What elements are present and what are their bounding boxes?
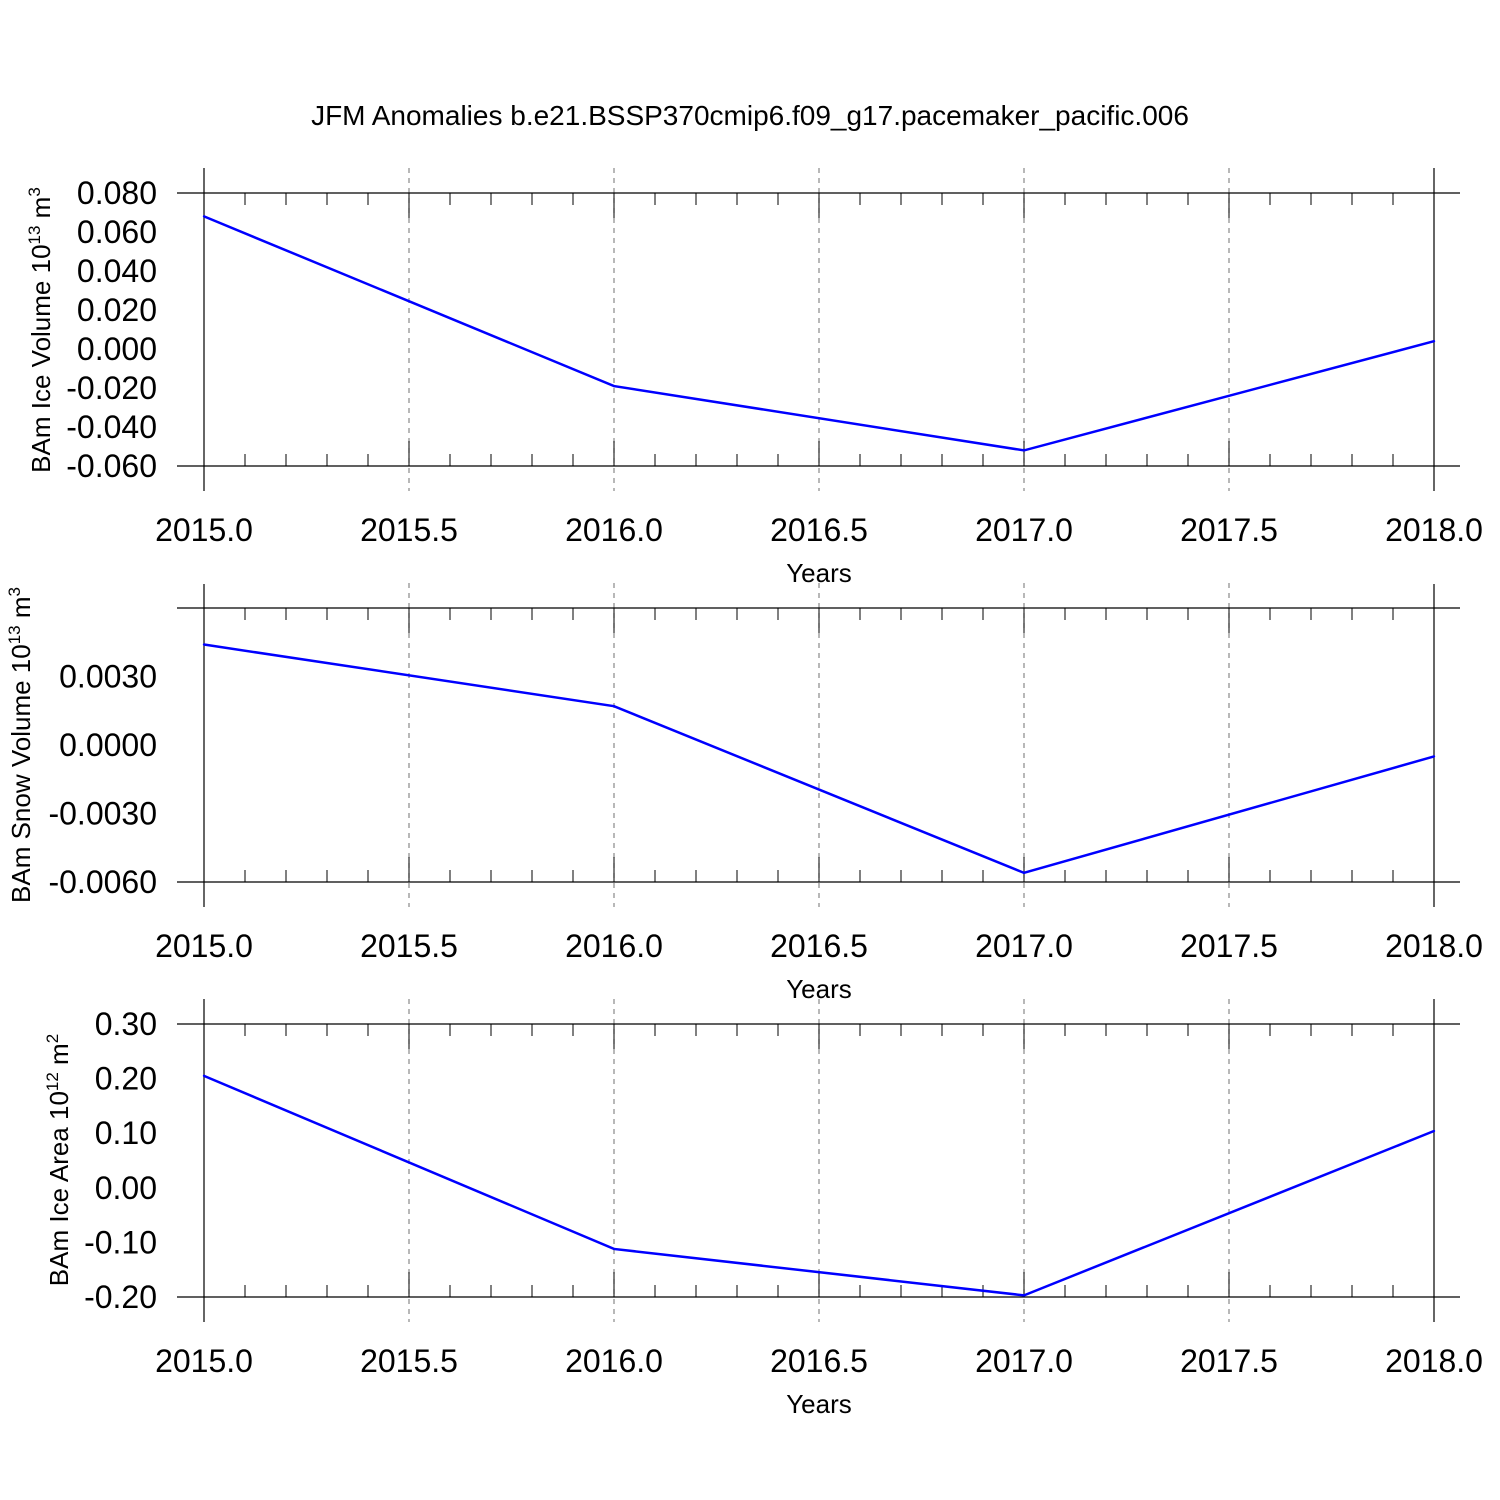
x-tick-label: 2016.5 (770, 512, 868, 548)
x-tick-label: 2016.0 (565, 1343, 663, 1379)
x-tick-label: 2017.5 (1180, 928, 1278, 964)
y-axis-label-unit: m (44, 1043, 74, 1072)
x-tick-label: 2015.0 (155, 928, 253, 964)
y-axis-label-unit-exponent: 3 (5, 587, 24, 596)
y-tick-label: 0.10 (95, 1115, 157, 1151)
y-tick-label: 0.00 (95, 1170, 157, 1206)
y-axis-label-text: BAm Ice Volume 10 (26, 244, 56, 472)
y-axis-label-exponent: 12 (43, 1072, 62, 1091)
data-point (612, 1247, 616, 1251)
y-axis-label-unit-exponent: 3 (25, 187, 44, 196)
x-tick-label: 2018.0 (1385, 512, 1483, 548)
y-tick-label: -0.040 (66, 409, 157, 445)
x-tick-label: 2018.0 (1385, 928, 1483, 964)
x-axis-label: Years (786, 1389, 852, 1419)
y-axis-label-text: BAm Snow Volume 10 (6, 644, 36, 903)
y-tick-label: 0.040 (77, 253, 157, 289)
y-tick-label: 0.0000 (59, 727, 157, 763)
x-tick-label: 2015.0 (155, 512, 253, 548)
panel-3: 2015.0 2015.5 2016.0 2016.5 2017.0 2017.5 2018… (43, 999, 1483, 1419)
y-axis-label: BAm Ice Volume 1013 m3 (25, 187, 56, 473)
y-tick-label: 0.080 (77, 175, 157, 211)
x-tick-label: 2015.5 (360, 512, 458, 548)
x-tick-label: 2015.5 (360, 1343, 458, 1379)
data-point (202, 1074, 206, 1078)
y-axis-label-text: BAm Ice Area 10 (44, 1091, 74, 1286)
panel-1: 2015.0 2015.5 2016.0 2016.5 2017.0 2017.5 2018… (25, 168, 1483, 588)
y-tick-label: 0.20 (95, 1061, 157, 1097)
x-tick-label: 2015.0 (155, 1343, 253, 1379)
y-tick-label: 0.020 (77, 292, 157, 328)
y-tick-label: 0.30 (95, 1006, 157, 1042)
series-line (203, 215, 1435, 452)
y-tick-label: 0.0030 (59, 659, 157, 695)
y-tick-label: -0.0060 (48, 864, 157, 900)
y-axis-label: BAm Ice Area 1012 m2 (43, 1034, 74, 1286)
y-tick-label: -0.10 (84, 1224, 157, 1260)
y-axis-label-unit: m (6, 596, 36, 625)
x-tick-label: 2017.5 (1180, 1343, 1278, 1379)
data-point (612, 384, 616, 388)
data-point (1022, 449, 1026, 452)
x-tick-label: 2018.0 (1385, 1343, 1483, 1379)
x-tick-label: 2016.5 (770, 928, 868, 964)
y-tick-label: -0.0030 (48, 796, 157, 832)
y-tick-label: 0.000 (77, 331, 157, 367)
data-point (1022, 1294, 1026, 1297)
data-point (1432, 340, 1436, 343)
y-axis-label: BAm Snow Volume 1013 m3 (5, 587, 36, 903)
figure-title: JFM Anomalies b.e21.BSSP370cmip6.f09_g17… (311, 100, 1189, 131)
x-tick-label: 2016.0 (565, 928, 663, 964)
y-axis-label-unit: m (26, 197, 56, 226)
x-tick-label: 2016.0 (565, 512, 663, 548)
x-tick-label: 2015.5 (360, 928, 458, 964)
data-point (1022, 871, 1026, 875)
data-point (202, 643, 206, 646)
series-line (203, 1074, 1435, 1297)
x-tick-label: 2017.0 (975, 1343, 1073, 1379)
y-tick-label: -0.20 (84, 1279, 157, 1315)
data-point (1432, 755, 1436, 758)
x-tick-label: 2017.0 (975, 928, 1073, 964)
data-point (202, 215, 206, 218)
y-axis-label-unit-exponent: 2 (43, 1034, 62, 1043)
y-tick-label: -0.020 (66, 370, 157, 406)
series-line (203, 643, 1435, 875)
data-point (612, 704, 616, 708)
y-tick-label: 0.060 (77, 214, 157, 250)
x-tick-label: 2016.5 (770, 1343, 868, 1379)
y-axis-label-exponent: 13 (5, 625, 24, 644)
data-point (1432, 1129, 1436, 1133)
y-tick-label: -0.060 (66, 448, 157, 484)
x-tick-label: 2017.0 (975, 512, 1073, 548)
panel-2: 2015.0 2015.5 2016.0 2016.5 2017.0 2017.5 2018… (5, 583, 1483, 1004)
y-axis-label-exponent: 13 (25, 226, 44, 245)
x-tick-label: 2017.5 (1180, 512, 1278, 548)
